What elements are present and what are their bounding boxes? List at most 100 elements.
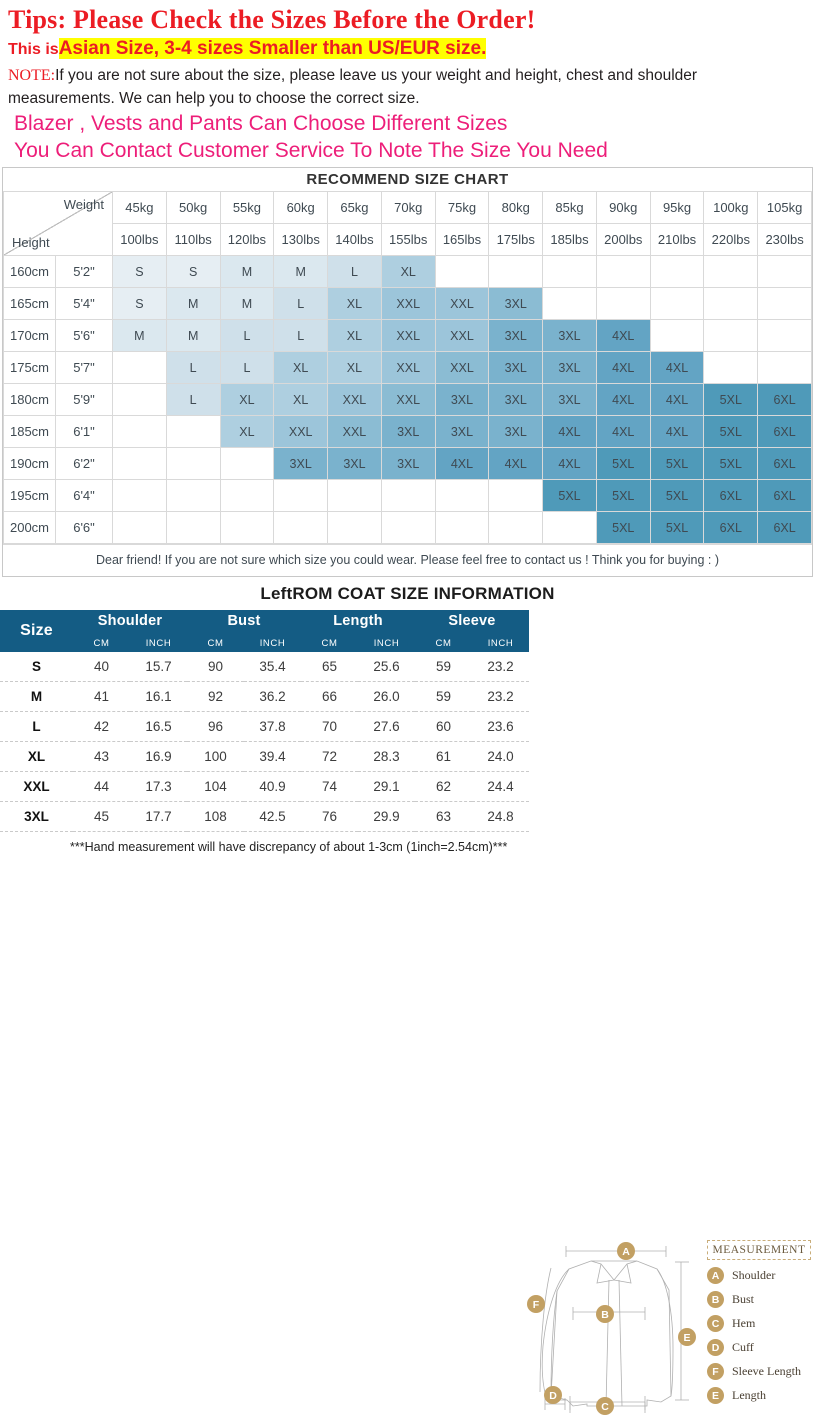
size-cell bbox=[219, 479, 275, 513]
size-cell bbox=[327, 479, 382, 513]
legend-item: A Shoulder bbox=[707, 1267, 811, 1285]
size-cell bbox=[434, 511, 490, 545]
height-inch-cell: 5'4" bbox=[55, 287, 113, 321]
size-cell: XXL bbox=[327, 415, 382, 449]
size-cell: XL bbox=[273, 383, 329, 417]
coat-table-title: LeftROM COAT SIZE INFORMATION bbox=[260, 584, 555, 604]
recommend-row: 180cm 5'9" L XL XL XXL XXL 3XL 3XL 3XL 4XL 4XL 5XL 6X… bbox=[3, 383, 812, 417]
asian-size-line: This isAsian Size, 3-4 sizes Smaller tha… bbox=[8, 38, 809, 60]
size-cell bbox=[219, 447, 275, 481]
size-cell: 5XL bbox=[542, 479, 597, 513]
svg-text:B: B bbox=[601, 1309, 609, 1321]
size-cell bbox=[165, 479, 221, 513]
coat-cell-sleeve-cm: 59 bbox=[415, 652, 472, 683]
size-cell: 3XL bbox=[488, 415, 544, 449]
coat-cell-length-cm: 70 bbox=[301, 711, 358, 743]
size-cell: 3XL bbox=[542, 319, 597, 353]
size-cell bbox=[542, 511, 597, 545]
recommend-row: 175cm 5'7" L L XL XL XXL XXL 3XL 3XL 4XL 4XL bbox=[3, 351, 812, 385]
coat-cell-length-cm: 65 bbox=[301, 652, 358, 683]
size-cell: 3XL bbox=[488, 319, 544, 353]
coat-cell-shoulder-cm: 45 bbox=[73, 801, 130, 833]
size-cell: L bbox=[219, 319, 275, 353]
height-cm-cell: 190cm bbox=[3, 447, 56, 481]
size-cell: XXL bbox=[273, 415, 329, 449]
size-cell bbox=[112, 415, 167, 449]
coat-header-group-name: Shoulder bbox=[97, 613, 163, 630]
size-cell: 3XL bbox=[380, 415, 436, 449]
size-cell: S bbox=[165, 255, 221, 289]
coat-header-unit-inch: INCH bbox=[373, 638, 400, 650]
size-cell: 3XL bbox=[327, 447, 382, 481]
coat-row: XL 43 16.9 100 39.4 72 28.3 61 24.0 bbox=[0, 741, 529, 773]
svg-text:C: C bbox=[601, 1401, 609, 1413]
weight-kg-header: 105kg bbox=[757, 191, 812, 225]
height-inch-cell: 6'1" bbox=[55, 415, 113, 449]
weight-kg-header: 65kg bbox=[327, 191, 382, 225]
size-cell: 4XL bbox=[542, 415, 597, 449]
size-cell: 4XL bbox=[488, 447, 544, 481]
weight-kg-header: 80kg bbox=[488, 191, 544, 225]
recommend-row: 195cm 6'4" 5XL 5XL 5XL 6XL 6XL bbox=[3, 479, 812, 513]
size-cell: L bbox=[273, 319, 329, 353]
size-cell: 3XL bbox=[488, 351, 544, 385]
size-cell bbox=[649, 255, 705, 289]
coat-header-unit-inch: INCH bbox=[145, 638, 172, 650]
size-cell: 5XL bbox=[595, 511, 651, 545]
coat-zone: Size Shoulder CM INCH Bust CM INCH Length CM INCH… bbox=[0, 610, 815, 1416]
weight-kg-header: 90kg bbox=[595, 191, 651, 225]
coat-cell-shoulder-inch: 16.5 bbox=[130, 711, 187, 743]
size-cell: 6XL bbox=[703, 479, 759, 513]
height-cm-cell: 170cm bbox=[3, 319, 56, 353]
size-cell: XL bbox=[219, 415, 275, 449]
size-cell: 5XL bbox=[649, 447, 705, 481]
coat-cell-sleeve-cm: 59 bbox=[415, 681, 472, 713]
legend-item: F Sleeve Length bbox=[707, 1363, 811, 1381]
size-cell: S bbox=[112, 255, 167, 289]
size-cell: 3XL bbox=[380, 447, 436, 481]
weight-lbs-header: 100lbs bbox=[112, 223, 167, 257]
size-cell: XXL bbox=[327, 383, 382, 417]
coat-cell-shoulder-inch: 17.7 bbox=[130, 801, 187, 833]
coat-cell-size: XXL bbox=[0, 771, 73, 803]
size-cell bbox=[488, 511, 544, 545]
size-cell: L bbox=[273, 287, 329, 321]
weight-kg-header: 100kg bbox=[703, 191, 759, 225]
size-cell: 4XL bbox=[542, 447, 597, 481]
recommend-size-table: Weight Height 45kg 50kg 55kg 60kg 65kg 70kg 75kg… bbox=[3, 191, 812, 545]
legend-badge-icon: F bbox=[707, 1363, 724, 1381]
height-weight-corner: Weight Height bbox=[3, 191, 113, 257]
size-cell: XL bbox=[273, 351, 329, 385]
coat-cell-sleeve-inch: 24.0 bbox=[472, 741, 529, 773]
weight-kg-header: 55kg bbox=[219, 191, 275, 225]
size-cell: 4XL bbox=[649, 351, 705, 385]
coat-cell-bust-cm: 90 bbox=[187, 652, 244, 683]
size-cell: XL bbox=[327, 287, 382, 321]
coat-cell-shoulder-inch: 15.7 bbox=[130, 652, 187, 683]
size-cell bbox=[112, 383, 167, 417]
size-cell bbox=[434, 479, 490, 513]
coat-header-unit-inch: INCH bbox=[487, 638, 514, 650]
size-cell: XXL bbox=[434, 319, 490, 353]
coat-cell-size: S bbox=[0, 652, 73, 683]
measurement-legend-title: MEASUREMENT bbox=[707, 1240, 811, 1261]
size-cell: 4XL bbox=[595, 351, 651, 385]
asian-size-lead: This is bbox=[8, 41, 59, 59]
size-cell: 5XL bbox=[703, 415, 759, 449]
coat-cell-shoulder-cm: 40 bbox=[73, 652, 130, 683]
size-cell bbox=[112, 511, 167, 545]
coat-cell-sleeve-cm: 62 bbox=[415, 771, 472, 803]
size-cell: 3XL bbox=[488, 287, 544, 321]
legend-item-label: Length bbox=[732, 1388, 766, 1403]
coat-cell-length-cm: 74 bbox=[301, 771, 358, 803]
size-cell: XXL bbox=[434, 287, 490, 321]
size-cell bbox=[165, 511, 221, 545]
coat-row: 3XL 45 17.7 108 42.5 76 29.9 63 24.8 bbox=[0, 801, 529, 833]
size-cell bbox=[488, 479, 544, 513]
recommend-row: 190cm 6'2" 3XL 3XL 3XL 4XL 4XL 4XL 5XL 5XL 5XL 6XL bbox=[3, 447, 812, 481]
size-cell: 5XL bbox=[649, 479, 705, 513]
size-cell bbox=[112, 447, 167, 481]
size-cell: 3XL bbox=[488, 383, 544, 417]
coat-header-group-name: Sleeve bbox=[448, 613, 496, 630]
size-cell: 4XL bbox=[649, 415, 705, 449]
